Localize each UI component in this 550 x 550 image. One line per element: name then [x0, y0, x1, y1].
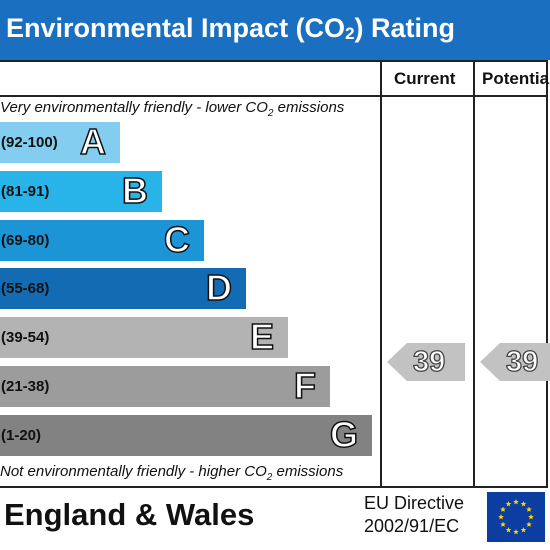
eu-star-icon — [500, 521, 506, 527]
current-column-header: Current — [394, 69, 456, 88]
band-g: (1-20) G — [0, 413, 372, 456]
band-letter: G — [329, 413, 359, 455]
band-range-label: (39-54) — [1, 329, 50, 347]
band-a: (92-100) A — [0, 122, 120, 163]
top-note: Very environmentally friendly - lower CO… — [0, 99, 345, 119]
region-label: England & Wales — [4, 497, 255, 532]
current-rating-arrow: 39 — [387, 343, 465, 382]
eu-star-icon — [500, 506, 506, 512]
eu-star-icon — [526, 521, 532, 527]
band-letter: E — [249, 316, 275, 358]
band-letter: B — [121, 169, 149, 211]
eu-star-icon — [513, 499, 519, 505]
band-range-label: (69-80) — [1, 231, 50, 249]
eu-star-icon — [505, 526, 512, 533]
eu-star-icon — [505, 501, 512, 507]
eu-flag-icon — [487, 492, 545, 542]
band-letter: C — [163, 218, 191, 260]
band-range-label: (81-91) — [1, 182, 50, 200]
band-e: (39-54) E — [0, 316, 288, 359]
chart-title: Environmental Impact (CO2) Rating — [6, 13, 456, 43]
header-bar: Environmental Impact (CO2) Rating — [0, 0, 550, 60]
eu-directive-line2: 2002/91/EC — [364, 516, 460, 536]
eu-directive: EU Directive 2002/91/EC — [364, 492, 464, 538]
band-range-label: (55-68) — [1, 280, 50, 298]
band-letter: A — [79, 121, 107, 162]
bottom-note: Not environmentally friendly - higher CO… — [0, 463, 344, 483]
band-range-label: (1-20) — [1, 426, 42, 444]
current-rating-arrow-value: 39 — [412, 345, 446, 379]
band-f: (21-38) F — [0, 366, 330, 407]
potential-column-left-border — [473, 60, 475, 488]
band-letter: F — [293, 365, 317, 406]
band-b: (81-91) B — [0, 169, 162, 212]
column-header-divider — [0, 95, 548, 97]
potential-rating-arrow-value: 39 — [505, 345, 539, 379]
eu-star-icon — [528, 514, 534, 520]
eu-star-icon — [526, 506, 532, 512]
eu-directive-line1: EU Directive — [364, 493, 465, 513]
current-column-left-border — [380, 60, 382, 488]
band-c: (69-80) C — [0, 218, 204, 261]
band-d: (55-68) D — [0, 267, 246, 310]
eu-star-icon — [513, 529, 519, 535]
eu-star-icon — [498, 514, 504, 520]
band-letter: D — [205, 267, 233, 309]
rating-frame — [0, 60, 548, 488]
eu-star-icon — [520, 526, 527, 533]
potential-column-header: Potentia — [482, 69, 550, 88]
band-range-label: (92-100) — [1, 134, 58, 151]
band-range-label: (21-38) — [1, 378, 50, 395]
potential-rating-arrow: 39 — [480, 343, 550, 382]
eu-star-icon — [520, 501, 527, 507]
